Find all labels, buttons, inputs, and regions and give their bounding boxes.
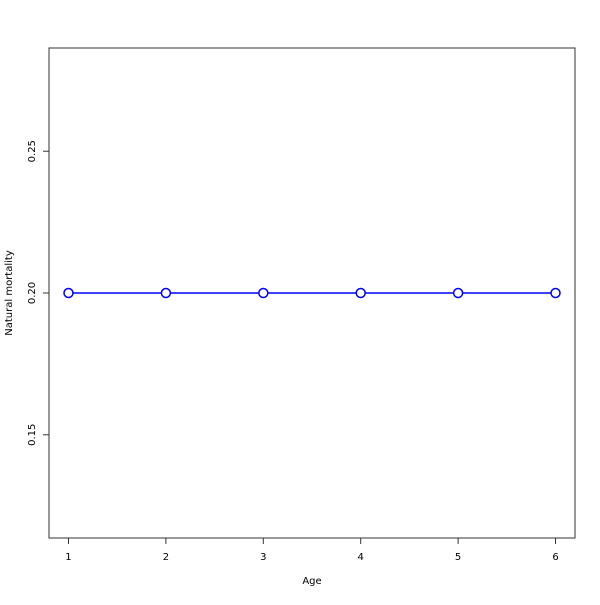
- data-point: [550, 287, 561, 299]
- data-point: [355, 287, 366, 299]
- y-axis-label: Natural mortality: [4, 250, 15, 336]
- y-tick-label: 0.25: [27, 140, 38, 162]
- x-tick-label: 2: [163, 552, 169, 563]
- x-tick-label: 6: [552, 552, 558, 563]
- x-axis-label: Age: [302, 576, 321, 587]
- x-tick-label: 4: [358, 552, 364, 563]
- x-tick-label: 3: [260, 552, 266, 563]
- data-point: [63, 287, 74, 299]
- y-tick-label: 0.20: [27, 282, 38, 304]
- data-point: [452, 287, 464, 299]
- y-tick-label: 0.15: [27, 424, 38, 446]
- x-tick-label: 1: [65, 552, 71, 563]
- data-point: [160, 287, 172, 299]
- x-tick-label: 5: [455, 552, 461, 563]
- data-point: [258, 287, 269, 299]
